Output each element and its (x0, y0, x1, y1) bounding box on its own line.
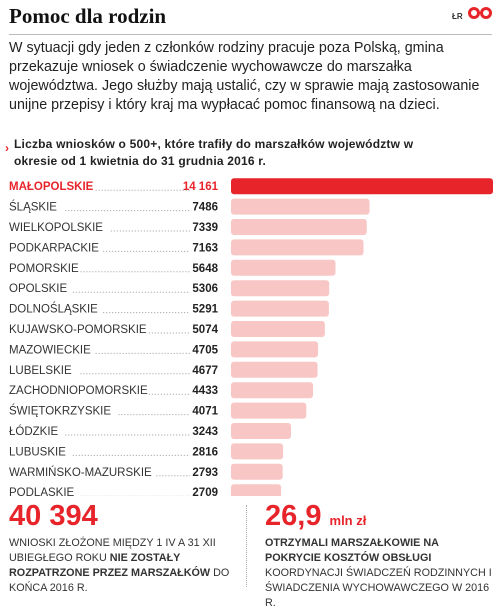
funding-note: OTRZYMALI MARSZAŁKOWIE NA POKRYCIE KOSZT… (265, 536, 497, 611)
bar (231, 484, 282, 496)
value-label: 4433 (192, 385, 218, 397)
value-label: 2709 (192, 487, 218, 496)
value-label: 7486 (192, 202, 218, 214)
funding-note-plain: KOORDYNACJI ŚWIADCZEŃ RODZINNYCH I ŚWIAD… (265, 567, 492, 609)
category-label: POMORSKIE (9, 263, 79, 275)
category-label: PODLASKIE (9, 487, 75, 496)
intro-paragraph: W sytuacji gdy jeden z członków rodziny … (9, 40, 480, 113)
bar (231, 219, 367, 235)
bar (231, 280, 330, 297)
publisher-logo-icon (468, 7, 492, 19)
value-label: 2793 (192, 467, 218, 479)
heading-bullet-icon: › (5, 141, 9, 155)
value-label: 3243 (192, 426, 218, 438)
category-label: MAŁOPOLSKIE (9, 181, 94, 193)
header-divider (9, 34, 492, 35)
value-label: 4705 (192, 344, 218, 356)
category-label: DOLNOŚLĄSKIE (9, 303, 98, 316)
value-label: 5291 (192, 304, 218, 316)
bar (231, 321, 325, 337)
funding-number: 26,9 mln zł (265, 500, 366, 533)
value-label: 4071 (192, 406, 218, 418)
bar (231, 361, 318, 378)
bar (231, 402, 307, 419)
value-label: 14 161 (183, 181, 219, 193)
category-label: ŚLĄSKIE (9, 201, 57, 214)
value-label: 4677 (192, 365, 218, 377)
pending-note-plain: WNIOSKI ZŁOŻONE MIĘDZY 1 IV A 31 XII UBI… (9, 537, 216, 564)
value-label: 7339 (192, 222, 218, 234)
category-label: OPOLSKIE (9, 283, 67, 295)
category-label: WIELKOPOLSKIE (9, 222, 103, 234)
value-label: 7163 (192, 242, 218, 254)
category-label: KUJAWSKO-POMORSKIE (9, 324, 147, 336)
bar (231, 443, 284, 460)
funding-unit: mln zł (329, 513, 367, 528)
funding-value: 26,9 (265, 500, 322, 532)
chart-title: Liczba wniosków o 500+, które trafiły do… (14, 137, 414, 168)
bar (231, 178, 493, 195)
value-label: 2816 (192, 446, 218, 458)
author-credit: ŁR (452, 12, 463, 21)
category-label: ŚWIĘTOKRZYSKIE (9, 405, 111, 418)
pending-note-end: DO KOŃCA 2016 R. (9, 567, 230, 594)
page-title: Pomoc dla rodzin (9, 4, 167, 28)
value-label: 5648 (192, 263, 218, 275)
pending-note-bold: NIE ZOSTAŁY ROZPATRZONE PRZEZ MARSZAŁKÓW (9, 552, 211, 579)
category-label: LUBUSKIE (9, 446, 66, 458)
value-label: 5074 (192, 324, 218, 336)
bar (231, 382, 314, 399)
total-pending-note: WNIOSKI ZŁOŻONE MIĘDZY 1 IV A 31 XII UBI… (9, 536, 231, 596)
bar (231, 300, 329, 317)
bar (231, 463, 283, 480)
funding-note-bold: OTRZYMALI MARSZAŁKOWIE NA POKRYCIE KOSZT… (265, 537, 439, 564)
bar (231, 259, 336, 276)
bar (231, 341, 319, 358)
bar (231, 423, 292, 439)
bar (231, 198, 370, 215)
bar (231, 239, 364, 256)
category-label: PODKARPACKIE (9, 242, 99, 254)
category-label: ŁÓDZKIE (9, 425, 59, 438)
category-label: WARMIŃSKO-MAZURSKIE (9, 466, 152, 479)
category-label: LUBELSKIE (9, 365, 72, 377)
category-label: ZACHODNIOPOMORSKIE (9, 385, 148, 397)
total-pending-number: 40 394 (9, 500, 98, 532)
category-label: MAZOWIECKIE (9, 344, 91, 356)
summary-divider (246, 505, 247, 587)
value-label: 5306 (192, 283, 218, 295)
bar-chart: MAŁOPOLSKIE 14 161 ŚLĄSKIE 7486 WIELKOPOLSKI… (9, 178, 493, 496)
